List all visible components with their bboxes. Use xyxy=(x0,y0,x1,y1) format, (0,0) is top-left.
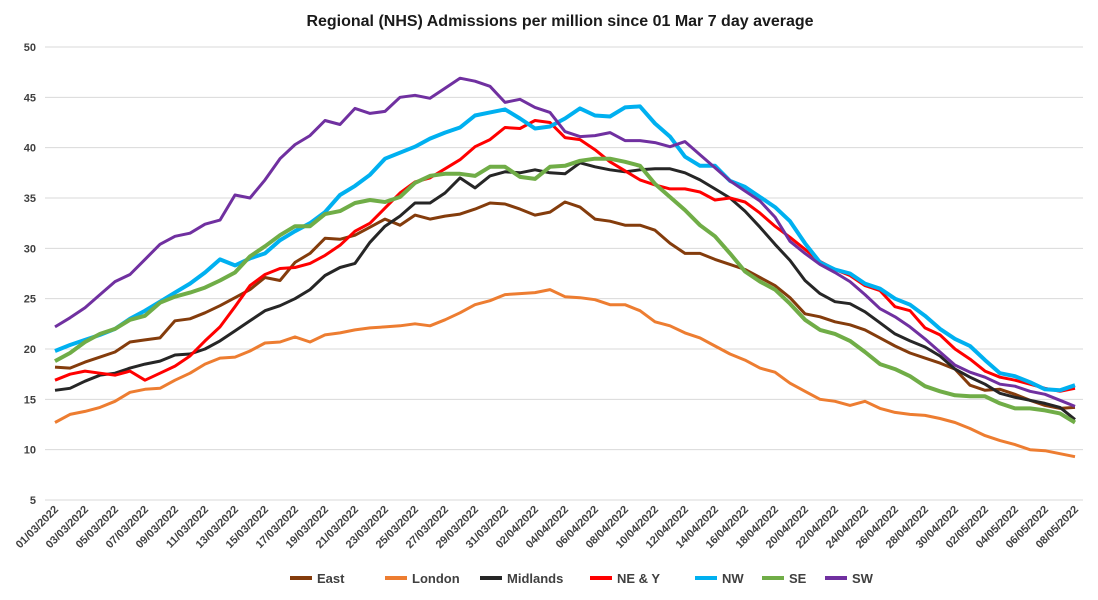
series-line-london xyxy=(54,288,1076,459)
series-line-nw xyxy=(54,104,1076,393)
y-tick-label: 50 xyxy=(24,42,36,54)
legend-label: NE & Y xyxy=(617,571,660,586)
y-tick-label: 25 xyxy=(24,294,36,306)
legend-label: SE xyxy=(789,571,807,586)
chart-title: Regional (NHS) Admissions per million si… xyxy=(306,13,813,30)
series-line-sw xyxy=(54,76,1076,408)
series-lines xyxy=(54,76,1077,459)
y-tick-label: 35 xyxy=(24,193,36,205)
x-axis: 01/03/202203/03/202205/03/202207/03/2022… xyxy=(14,504,1081,551)
legend-label: SW xyxy=(852,571,874,586)
y-tick-label: 45 xyxy=(24,92,36,104)
legend-label: London xyxy=(412,571,460,586)
series-line-ne-y xyxy=(54,119,1076,393)
y-tick-label: 30 xyxy=(24,243,36,255)
legend: East London Midlands NE & Y NW SE SW xyxy=(290,571,874,586)
legend-label: Midlands xyxy=(507,571,563,586)
y-axis: 5 10 15 20 25 30 35 40 45 50 xyxy=(24,42,36,507)
y-tick-label: 10 xyxy=(24,445,36,457)
legend-item: NW xyxy=(695,571,744,586)
legend-label: NW xyxy=(722,571,744,586)
y-tick-label: 20 xyxy=(24,344,36,356)
gridlines xyxy=(45,46,1083,501)
y-tick-label: 5 xyxy=(30,495,36,507)
y-tick-label: 40 xyxy=(24,143,36,155)
legend-item: London xyxy=(385,571,460,586)
legend-label: East xyxy=(317,571,345,586)
legend-item: SE xyxy=(762,571,807,586)
series-line-east xyxy=(54,200,1076,410)
y-tick-label: 15 xyxy=(24,394,36,406)
legend-item: SW xyxy=(825,571,874,586)
legend-item: NE & Y xyxy=(590,571,660,586)
legend-item: East xyxy=(290,571,345,586)
series-line-se xyxy=(54,156,1077,425)
legend-item: Midlands xyxy=(480,571,563,586)
series-line-midlands xyxy=(54,161,1076,421)
